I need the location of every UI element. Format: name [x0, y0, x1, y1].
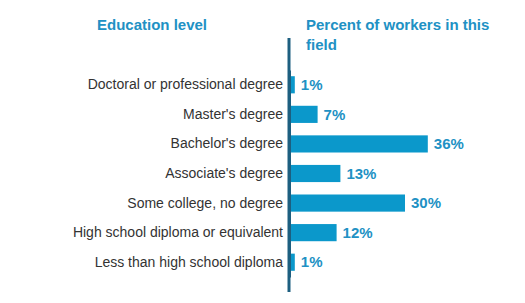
tick-label: Doctoral or professional degree	[88, 76, 284, 92]
axis-title: Percent of workers in thisfield	[306, 16, 489, 53]
tick: Some college, no degree	[127, 195, 289, 211]
data-labels: 1%7%36%13%30%12%1%	[301, 76, 464, 270]
bar	[291, 106, 318, 123]
bar	[291, 76, 295, 93]
tick: Associate's degree	[165, 165, 289, 181]
tick-label: High school diploma or equivalent	[73, 224, 283, 240]
tick-label: Less than high school diploma	[95, 254, 284, 270]
bar	[291, 165, 340, 182]
tick-label: Associate's degree	[165, 165, 283, 181]
bar	[291, 224, 337, 241]
data-label: 12%	[343, 224, 373, 241]
divider	[288, 38, 291, 292]
axis-title: Education level	[97, 16, 207, 33]
bar	[291, 135, 428, 152]
bars	[291, 76, 428, 271]
tick-label: Bachelor's degree	[171, 135, 284, 151]
data-label: 1%	[301, 253, 323, 270]
data-label: 36%	[434, 135, 464, 152]
chart: Education level Percent of workers in thi…	[0, 0, 525, 303]
data-label: 30%	[411, 194, 441, 211]
y-axis: Doctoral or professional degree Master's …	[73, 71, 290, 278]
bar	[291, 194, 405, 211]
bar	[291, 254, 295, 271]
tick: Less than high school diploma	[95, 254, 289, 270]
tick-label: Master's degree	[183, 106, 283, 122]
tick: Doctoral or professional degree	[88, 76, 289, 92]
tick-label: Some college, no degree	[127, 195, 283, 211]
data-label: 1%	[301, 76, 323, 93]
tick: Master's degree	[183, 106, 289, 122]
data-label: 7%	[324, 106, 346, 123]
tick: High school diploma or equivalent	[73, 224, 289, 240]
tick: Bachelor's degree	[171, 135, 289, 151]
axis-line	[288, 71, 291, 278]
data-label: 13%	[346, 165, 376, 182]
